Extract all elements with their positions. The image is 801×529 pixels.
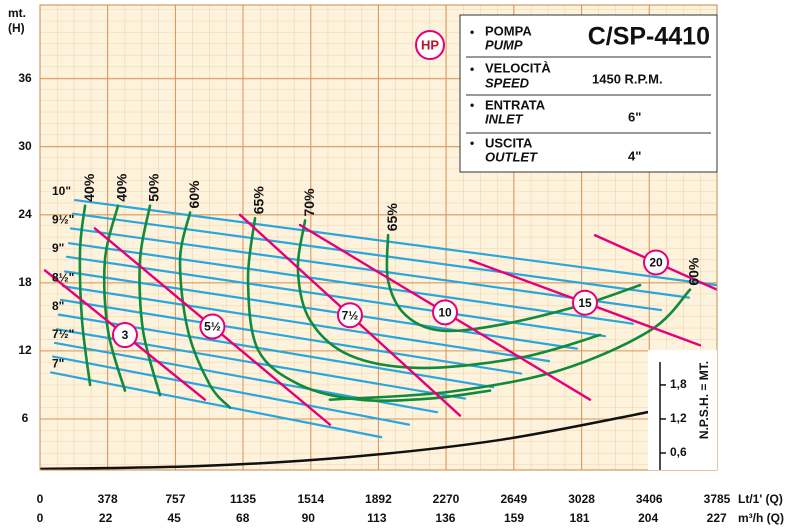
y-tick-label: 36 [18,71,32,85]
x2-tick-label: 90 [302,511,316,525]
info-label-en: INLET [485,111,524,126]
impeller-label: 9" [52,241,64,255]
power-label: 7½ [342,308,359,322]
y-tick-label: 30 [18,139,32,153]
x2-tick-label: 136 [435,511,455,525]
y-tick-label: 24 [18,207,32,221]
x2-tick-label: 0 [37,511,44,525]
x2-tick-label: 113 [367,511,387,525]
y-axis-label: mt. [8,6,26,20]
info-label-en: PUMP [485,37,523,52]
x2-tick-label: 68 [236,511,250,525]
x2-tick-label: 204 [638,511,658,525]
impeller-label: 10" [52,184,71,198]
y2-tick-label: 1,2 [670,411,687,425]
y-axis-unit: (H) [8,21,25,35]
efficiency-label: 65% [384,203,400,232]
x2-tick-label: 181 [570,511,590,525]
bullet: • [470,136,474,150]
x-tick-label: 1514 [297,492,324,506]
impeller-label: 8½" [52,270,74,284]
info-label: POMPA [485,23,532,38]
model: C/SP-4410 [588,23,710,51]
x-tick-label: 3028 [568,492,595,506]
bullet: • [470,98,474,112]
x-tick-label: 378 [98,492,118,506]
info-box: • • • • POMPA PUMP C/SP-4410 VELOCITÀ SP… [460,15,717,172]
x-tick-label: 1135 [230,492,256,506]
impeller-label: 8" [52,299,64,313]
x2-tick-label: 159 [504,511,524,525]
x-tick-label: 2270 [433,492,460,506]
impeller-label: 7½" [52,327,74,341]
y2-axis-label: N.P.S.H. = MT. [697,361,711,439]
x2-tick-label: 22 [99,511,113,525]
efficiency-label: 50% [146,173,162,202]
efficiency-label: 70% [301,188,317,217]
power-label: 5½ [204,320,221,334]
bullet: • [470,62,474,76]
y-tick-label: 6 [22,411,29,425]
info-label-en: SPEED [485,75,530,90]
y2-tick-label: 1,8 [670,377,687,391]
info-label-en: OUTLET [485,149,538,164]
chart: 0378757113515141892227026493028340637850… [0,0,801,529]
x-axis-label: Lt/1' (Q) [738,492,783,506]
power-label: 10 [438,306,452,320]
impeller-label: 9½" [52,213,74,227]
x-tick-label: 3406 [636,492,663,506]
bullet: • [470,25,474,39]
x-tick-label: 1892 [365,492,392,506]
info-value: 6" [628,109,641,124]
efficiency-label: 40% [114,173,130,202]
x2-tick-label: 227 [707,511,727,525]
efficiency-label: 40% [81,173,97,202]
info-value: 4" [628,148,641,163]
y-tick-label: 12 [18,343,32,357]
y-tick-label: 18 [18,275,32,289]
efficiency-label: 60% [686,257,702,286]
x-tick-label: 0 [37,492,44,506]
x2-tick-label: 45 [167,511,181,525]
x-tick-label: 2649 [500,492,527,506]
info-label: USCITA [485,135,533,150]
efficiency-label: 60% [186,180,202,209]
power-label: 20 [649,256,663,270]
power-label: 15 [578,296,592,310]
power-label: 3 [122,328,129,342]
x2-axis-label: m³/h (Q) [738,511,784,525]
x-tick-label: 757 [165,492,185,506]
info-value: 1450 R.P.M. [592,71,663,86]
info-label: ENTRATA [485,97,546,112]
y2-tick-label: 0,6 [670,445,687,459]
impeller-label: 7" [52,357,64,371]
efficiency-label: 65% [251,186,267,215]
x-tick-label: 3785 [704,492,731,506]
info-label: VELOCITÀ [485,60,551,75]
hp-label: HP [421,37,439,52]
